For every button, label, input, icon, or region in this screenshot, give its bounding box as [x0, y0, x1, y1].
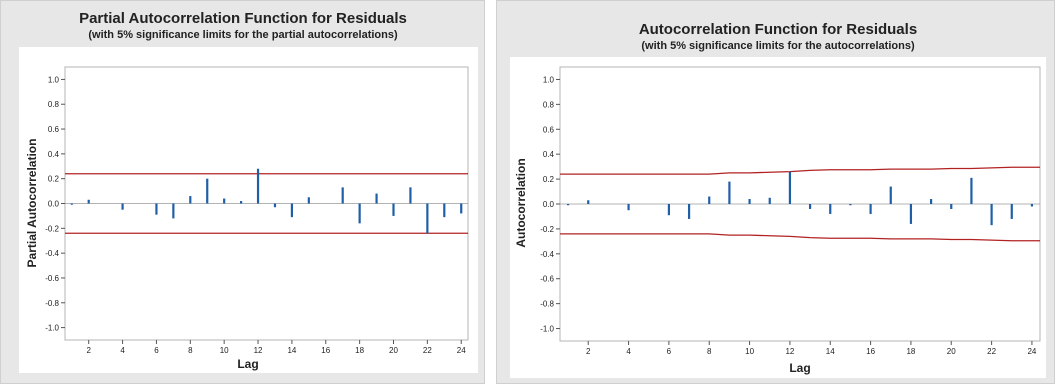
x-tick-label: 22 — [987, 347, 996, 356]
y-tick-label: 0.4 — [48, 150, 60, 159]
x-tick-label: 16 — [321, 346, 330, 355]
y-tick-label: -0.4 — [540, 250, 554, 259]
y-tick-label: 1.0 — [543, 75, 555, 84]
x-tick-label: 12 — [254, 346, 263, 355]
x-axis-title: Lag — [789, 361, 810, 375]
y-tick-label: 0.0 — [48, 200, 60, 209]
x-tick-label: 16 — [866, 347, 875, 356]
acf-chart-panel: Autocorrelation Function for Residuals (… — [496, 0, 1055, 384]
y-axis-title: Autocorrelation — [514, 158, 528, 247]
y-tick-label: 0.2 — [48, 175, 60, 184]
chart-subtitle: (with 5% significance limits for the par… — [88, 29, 398, 41]
x-tick-label: 8 — [188, 346, 193, 355]
x-tick-label: 8 — [707, 347, 712, 356]
x-axis-title: Lag — [237, 357, 258, 371]
y-tick-label: -0.6 — [45, 274, 59, 283]
x-tick-label: 4 — [626, 347, 631, 356]
y-tick-label: 0.0 — [543, 200, 555, 209]
y-tick-label: 0.2 — [543, 175, 555, 184]
x-tick-label: 18 — [355, 346, 364, 355]
chart-marks: -1.0-0.8-0.6-0.4-0.20.00.20.40.60.81.02 4… — [540, 75, 1040, 356]
y-tick-label: 0.4 — [543, 150, 555, 159]
x-tick-label: 20 — [389, 346, 398, 355]
y-tick-label: -1.0 — [45, 324, 59, 333]
x-tick-label: 6 — [154, 346, 159, 355]
x-tick-label: 18 — [906, 347, 915, 356]
y-tick-label: 1.0 — [48, 75, 60, 84]
y-tick-label: 0.8 — [48, 100, 60, 109]
y-tick-label: -0.6 — [540, 275, 554, 284]
chart-title: Autocorrelation Function for Residuals — [639, 21, 917, 38]
x-tick-label: 22 — [423, 346, 432, 355]
x-tick-label: 20 — [947, 347, 956, 356]
chart-title: Partial Autocorrelation Function for Res… — [79, 10, 407, 27]
y-tick-label: -0.4 — [45, 249, 59, 258]
chart-marks: -1.0-0.8-0.6-0.4-0.20.00.20.40.60.81.02 4… — [45, 75, 468, 355]
y-tick-label: 0.6 — [543, 125, 555, 134]
y-tick-label: 0.8 — [543, 100, 555, 109]
y-axis-title: Partial Autocorrelation — [25, 139, 39, 268]
x-tick-label: 4 — [120, 346, 125, 355]
x-tick-label: 24 — [457, 346, 466, 355]
x-tick-label: 24 — [1027, 347, 1036, 356]
x-tick-label: 2 — [586, 347, 591, 356]
y-tick-label: 0.6 — [48, 125, 60, 134]
x-tick-label: 2 — [86, 346, 91, 355]
y-tick-label: -0.8 — [540, 300, 554, 309]
x-tick-label: 14 — [287, 346, 296, 355]
lower-significance-limit — [560, 233, 1040, 242]
x-tick-label: 10 — [220, 346, 229, 355]
x-tick-label: 6 — [667, 347, 672, 356]
chart-subtitle: (with 5% significance limits for the aut… — [641, 40, 915, 52]
y-tick-label: -0.8 — [45, 299, 59, 308]
acf-chart: Autocorrelation Function for Residuals (… — [510, 21, 1046, 378]
x-tick-label: 14 — [826, 347, 835, 356]
x-tick-label: 10 — [745, 347, 754, 356]
y-tick-label: -1.0 — [540, 325, 554, 334]
pacf-chart: Partial Autocorrelation Function for Res… — [19, 10, 478, 373]
x-tick-label: 12 — [785, 347, 794, 356]
upper-significance-limit — [560, 166, 1040, 175]
pacf-chart-panel: Partial Autocorrelation Function for Res… — [0, 0, 485, 384]
y-tick-label: -0.2 — [45, 224, 59, 233]
y-tick-label: -0.2 — [540, 225, 554, 234]
